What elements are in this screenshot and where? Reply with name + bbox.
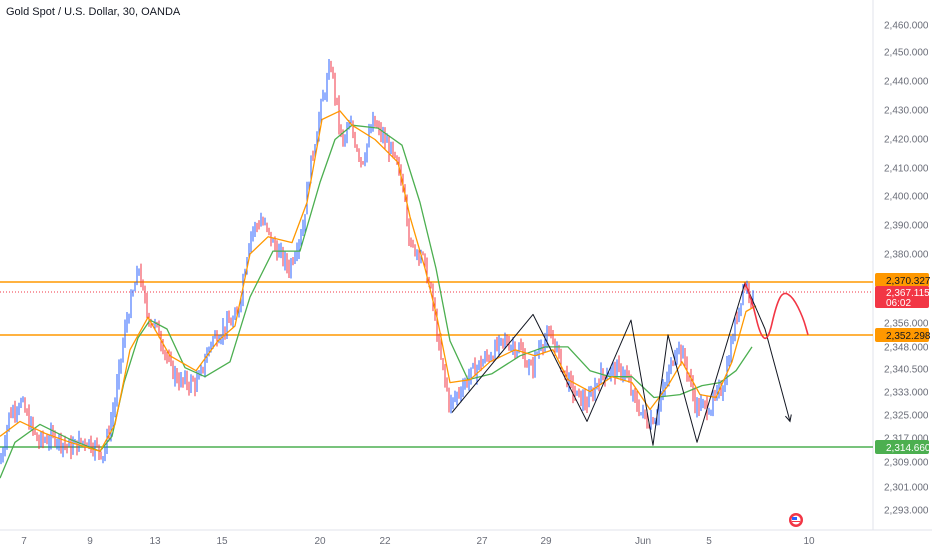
resistance-high-badge-label: 2,370.327: [886, 276, 931, 287]
y-tick-label: 2,340.500: [884, 365, 929, 376]
resistance-low-badge-label: 2,352.298: [886, 331, 931, 342]
current-price-badge-label: 2,367.115: [886, 288, 930, 299]
time-axis[interactable]: 7 9 13 15 20 22 27 29 Jun 5 10: [21, 536, 815, 547]
x-tick-label: Jun: [635, 536, 651, 547]
plot-area[interactable]: [0, 58, 873, 479]
y-tick-label: 2,309.000: [884, 458, 929, 469]
resistance-high-badge: 2,370.327: [875, 273, 931, 287]
x-tick-label: 15: [216, 536, 228, 547]
x-tick-label: 27: [476, 536, 488, 547]
y-tick-label: 2,293.000: [884, 506, 929, 517]
countdown-label: 06:02: [886, 298, 911, 309]
y-tick-label: 2,440.000: [884, 77, 929, 88]
y-tick-label: 2,430.000: [884, 106, 929, 117]
slow-moving-average-line: [0, 124, 753, 479]
y-tick-label: 2,301.000: [884, 483, 929, 494]
y-tick-label: 2,420.000: [884, 135, 929, 146]
y-tick-label: 2,450.000: [884, 48, 929, 59]
y-tick-label: 2,317.000: [884, 434, 929, 445]
x-tick-label: 10: [803, 536, 815, 547]
support-badge: 2,314.660: [875, 440, 931, 454]
x-tick-label: 29: [540, 536, 552, 547]
support-badge-label: 2,314.660: [886, 443, 931, 454]
y-tick-label: 2,400.000: [884, 192, 929, 203]
chart-title: Gold Spot / U.S. Dollar, 30, OANDA: [6, 6, 181, 18]
x-tick-label: 5: [706, 536, 712, 547]
candlestick-series: [0, 58, 754, 465]
x-tick-label: 22: [379, 536, 391, 547]
y-tick-label: 2,410.000: [884, 164, 929, 175]
y-tick-label: 2,348.000: [884, 343, 929, 354]
y-tick-label: 2,356.000: [884, 319, 929, 330]
current-price-badge: 2,367.115 06:02: [875, 286, 930, 309]
projection-curve: [744, 282, 809, 340]
resistance-low-badge: 2,352.298: [875, 328, 931, 342]
y-tick-label: 2,460.000: [884, 21, 929, 32]
x-tick-label: 9: [87, 536, 93, 547]
y-tick-label: 2,390.000: [884, 221, 929, 232]
y-tick-label: 2,380.000: [884, 250, 929, 261]
y-tick-label: 2,325.000: [884, 411, 929, 422]
x-tick-label: 7: [21, 536, 27, 547]
y-tick-label: 2,333.000: [884, 388, 929, 399]
projection-arrowhead: [785, 414, 792, 423]
price-axis[interactable]: 2,460.000 2,450.000 2,440.000 2,430.000 2,42…: [884, 21, 929, 517]
us-flag-event-icon[interactable]: [789, 513, 803, 527]
x-tick-label: 13: [149, 536, 161, 547]
x-tick-label: 20: [314, 536, 326, 547]
fast-moving-average-line: [0, 110, 757, 452]
pattern-zigzag-line: [451, 282, 791, 446]
